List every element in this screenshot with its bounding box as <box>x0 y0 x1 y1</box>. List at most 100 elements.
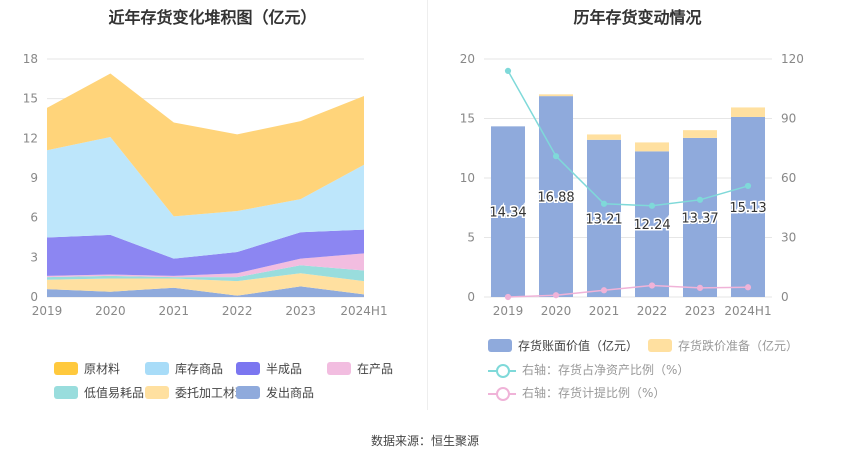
legend-swatch <box>488 339 512 352</box>
bar-impairment-provision <box>635 142 669 152</box>
point-provision-ratio <box>744 284 752 291</box>
right-y-tick-label: 5 <box>467 231 475 245</box>
bar-impairment-provision <box>539 94 573 97</box>
legend-swatch <box>236 362 260 375</box>
bar-book-value <box>491 126 525 297</box>
bar-data-label: 13.21 <box>585 212 622 227</box>
point-net-asset-ratio <box>600 200 608 207</box>
area-series-库存商品 <box>47 137 364 259</box>
bar-data-label: 14.34 <box>489 206 526 221</box>
legend-line-marker <box>488 386 516 401</box>
left-x-tick-label: 2024H1 <box>340 304 387 318</box>
bar-impairment-provision <box>683 130 717 138</box>
legend-item[interactable]: 存货账面价值（亿元） <box>488 337 638 354</box>
area-series-原材料 <box>47 73 364 217</box>
bar-impairment-provision <box>731 107 765 117</box>
legend-swatch <box>54 386 78 399</box>
area-series-在产品 <box>47 253 364 278</box>
bar-data-label: 15.13 <box>729 201 766 216</box>
legend-item[interactable]: 右轴：存货计提比例（%） <box>488 384 665 401</box>
bar-book-value <box>635 151 669 297</box>
point-net-asset-ratio <box>504 67 512 75</box>
legend-label: 库存商品 <box>175 362 224 376</box>
bar-book-value <box>731 116 765 297</box>
legend-item[interactable]: 右轴：存货占净资产比例（%） <box>488 361 689 378</box>
legend-label: 在产品 <box>357 362 394 376</box>
point-provision-ratio <box>504 293 512 301</box>
legend-swatch <box>648 339 672 352</box>
left-y-tick-label: 0 <box>30 290 38 304</box>
point-net-asset-ratio <box>744 182 752 190</box>
legend-item[interactable]: 半成品 <box>236 360 302 377</box>
legend-item[interactable]: 发出商品 <box>236 384 314 401</box>
right-y-tick-label: 20 <box>460 52 475 66</box>
left-x-tick-label: 2020 <box>95 304 126 318</box>
right-chart-title: 历年存货变动情况 <box>573 8 702 27</box>
legend-line-marker <box>488 363 516 378</box>
area-series-委托加工材料 <box>47 273 364 296</box>
right-y-tick-label: 10 <box>460 171 475 185</box>
bar-data-label: 12.24 <box>633 218 670 233</box>
right-y2-tick-label: 60 <box>781 171 796 185</box>
legend-swatch <box>236 386 260 399</box>
area-series-低值易耗品 <box>47 265 364 282</box>
point-provision-ratio <box>552 292 560 299</box>
legend-label: 存货账面价值（亿元） <box>518 339 639 353</box>
bar-data-label: 13.37 <box>681 211 718 226</box>
point-net-asset-ratio <box>696 196 704 203</box>
legend-label: 原材料 <box>84 362 121 376</box>
bar-data-label: 16.88 <box>537 191 574 206</box>
data-source: 数据来源：恒生聚源 <box>370 434 479 448</box>
right-y2-tick-label: 90 <box>781 112 796 126</box>
legend-label: 存货跌价准备（亿元） <box>678 339 799 353</box>
left-y-tick-label: 3 <box>30 250 38 264</box>
left-y-tick-label: 9 <box>30 171 38 185</box>
left-x-tick-label: 2021 <box>159 304 190 318</box>
legend-label: 发出商品 <box>266 386 315 400</box>
legend-swatch <box>54 362 78 375</box>
legend-item[interactable]: 原材料 <box>54 360 120 377</box>
legend-item[interactable]: 低值易耗品 <box>54 384 144 401</box>
legend-label: 右轴：存货占净资产比例（%） <box>522 363 690 377</box>
left-y-tick-label: 15 <box>23 92 38 106</box>
bar-book-value <box>539 96 573 298</box>
left-x-tick-label: 2022 <box>222 304 253 318</box>
left-x-tick-label: 2023 <box>285 304 316 318</box>
left-x-tick-label: 2019 <box>32 304 63 318</box>
right-x-tick-label: 2024H1 <box>724 304 771 318</box>
legend-label: 低值易耗品 <box>84 386 145 400</box>
right-y2-tick-label: 30 <box>781 231 796 245</box>
point-provision-ratio <box>696 284 704 291</box>
left-y-tick-label: 6 <box>30 211 38 225</box>
panel-divider <box>427 0 428 410</box>
right-y2-tick-label: 0 <box>781 290 789 304</box>
legend-swatch <box>145 386 169 399</box>
line-provision-ratio <box>507 284 749 298</box>
right-x-tick-label: 2020 <box>541 304 572 318</box>
bar-book-value <box>683 137 717 297</box>
legend-item[interactable]: 库存商品 <box>145 360 223 377</box>
left-y-tick-label: 12 <box>23 131 38 145</box>
bar-impairment-provision <box>587 134 621 140</box>
left-chart-title: 近年存货变化堆积图（亿元） <box>108 8 317 27</box>
legend-swatch <box>327 362 351 375</box>
line-net-asset-ratio <box>507 70 749 207</box>
point-provision-ratio <box>600 287 608 294</box>
area-series-半成品 <box>47 229 364 276</box>
right-x-tick-label: 2019 <box>493 304 524 318</box>
right-x-tick-label: 2022 <box>637 304 668 318</box>
legend-item[interactable]: 存货跌价准备（亿元） <box>648 337 798 354</box>
left-y-tick-label: 18 <box>23 52 38 66</box>
right-y-tick-label: 0 <box>467 290 475 304</box>
legend-label: 半成品 <box>266 362 303 376</box>
bar-book-value <box>587 139 621 297</box>
area-series-发出商品 <box>47 286 364 297</box>
legend-label: 委托加工材料 <box>175 386 248 400</box>
right-y-tick-label: 15 <box>460 112 475 126</box>
legend-swatch <box>145 362 169 375</box>
point-provision-ratio <box>648 282 656 289</box>
point-net-asset-ratio <box>552 153 560 160</box>
legend-item[interactable]: 在产品 <box>327 360 393 377</box>
legend-item[interactable]: 委托加工材料 <box>145 384 247 401</box>
